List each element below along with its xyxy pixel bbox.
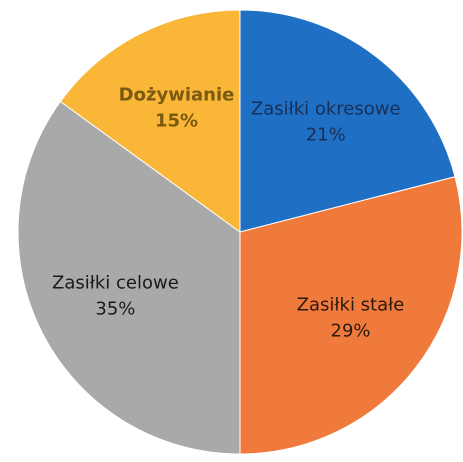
- pie-slice: [239, 176, 463, 455]
- slice-label: Dożywianie: [119, 84, 235, 105]
- slice-value-label: 29%: [331, 321, 371, 342]
- pie-slice: [59, 9, 241, 233]
- slice-value-label: 35%: [95, 298, 135, 319]
- slice-label: Zasiłki stałe: [297, 295, 405, 316]
- pie-slice: [239, 9, 456, 233]
- slice-value-label: 15%: [155, 110, 198, 131]
- slice-label: Zasiłki celowe: [52, 272, 179, 293]
- slice-label: Zasiłki okresowe: [251, 98, 401, 119]
- pie-slice: [17, 100, 241, 455]
- slice-value-label: 21%: [306, 124, 346, 145]
